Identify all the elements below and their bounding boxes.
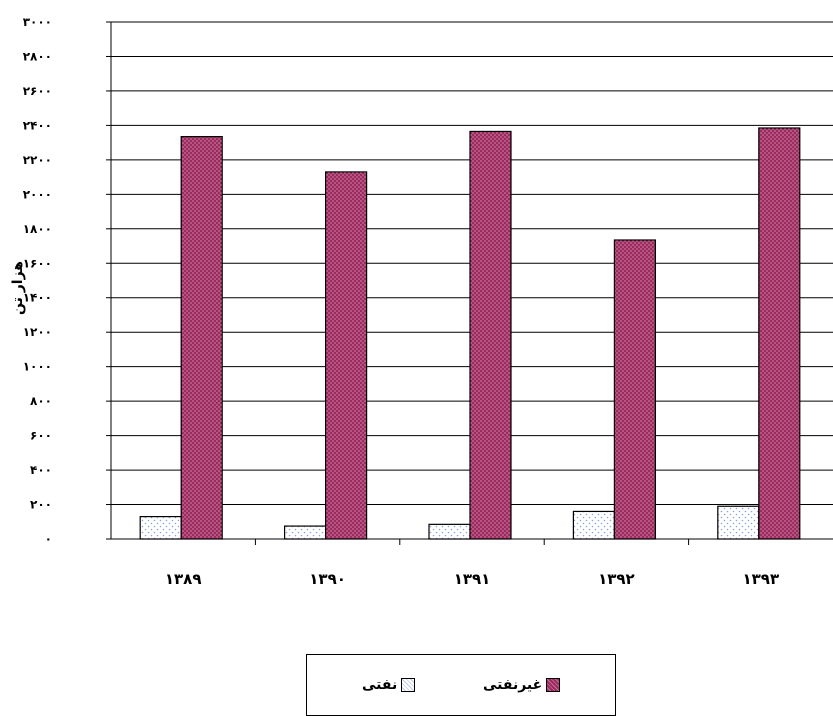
legend-label-non-oil: غیرنفتی [483, 677, 543, 693]
legend-swatch-oil [401, 678, 416, 692]
y-tick-label: ۳۰۰۰ [23, 15, 52, 29]
bar-non-oil [469, 130, 512, 540]
legend-label-oil: نفتی [362, 677, 398, 693]
x-tick-label: ۱۳۹۰ [309, 570, 346, 588]
y-tick-label: ۱۰۰۰ [23, 360, 52, 374]
x-tick-label: ۱۳۹۲ [598, 570, 635, 588]
y-tick-labels: ۰ ۲۰۰ ۴۰۰ ۶۰۰ ۸۰۰ ۱۰۰۰ ۱۲۰۰ ۱۴۰۰ ۱۶۰۰ ۱۸۰۰ ۲۰۰۰ ۲۲۰… [23, 15, 52, 546]
y-tick-label: ۲۰۰ [30, 498, 52, 512]
y-tick-label: ۲۶۰۰ [23, 84, 52, 98]
y-tick-label: ۱۲۰۰ [23, 325, 52, 339]
y-tick-label: ۲۸۰۰ [23, 49, 52, 63]
y-tick-label: ۱۴۰۰ [23, 291, 52, 305]
bar-non-oil [180, 136, 223, 540]
y-tick-label: ۴۰۰ [30, 463, 52, 477]
x-tick-label: ۱۳۸۹ [165, 570, 202, 588]
bar-non-oil [758, 127, 801, 540]
y-tick-label: ۲۲۰۰ [23, 153, 52, 167]
bar-chart: ۰ ۲۰۰ ۴۰۰ ۶۰۰ ۸۰۰ ۱۰۰۰ ۱۲۰۰ ۱۴۰۰ ۱۶۰۰ ۱۸۰۰ ۲۰۰۰ ۲۲۰… [10, 15, 833, 588]
bar-oil [717, 505, 760, 540]
bar-oil [284, 525, 327, 540]
x-tick-labels: ۱۳۸۹ ۱۳۹۰ ۱۳۹۱ ۱۳۹۲ ۱۳۹۳ [165, 570, 779, 588]
x-tick-label: ۱۳۹۱ [454, 570, 491, 588]
y-axis-label: هزار تن [10, 261, 26, 315]
y-tick-label: ۱۶۰۰ [23, 256, 52, 270]
x-tick-label: ۱۳۹۳ [742, 570, 779, 588]
legend-swatch-non-oil [546, 678, 561, 692]
legend: غیرنفتی نفتی [306, 654, 616, 716]
y-tick-label: ۰ [45, 532, 52, 546]
bar-non-oil [613, 239, 657, 540]
y-tick-label: ۲۴۰۰ [23, 118, 52, 132]
legend-item-non-oil: غیرنفتی [483, 677, 561, 693]
y-tick-label: ۸۰۰ [30, 394, 52, 408]
bar-oil [428, 523, 471, 540]
axes [106, 21, 833, 545]
y-tick-label: ۱۸۰۰ [23, 222, 52, 236]
legend-item-oil: نفتی [362, 677, 416, 693]
bar-oil [139, 515, 182, 540]
bars [139, 127, 801, 540]
y-tick-label: ۲۰۰۰ [23, 187, 52, 201]
y-tick-label: ۶۰۰ [30, 429, 52, 443]
bar-oil [572, 510, 616, 540]
bar-non-oil [325, 171, 368, 540]
